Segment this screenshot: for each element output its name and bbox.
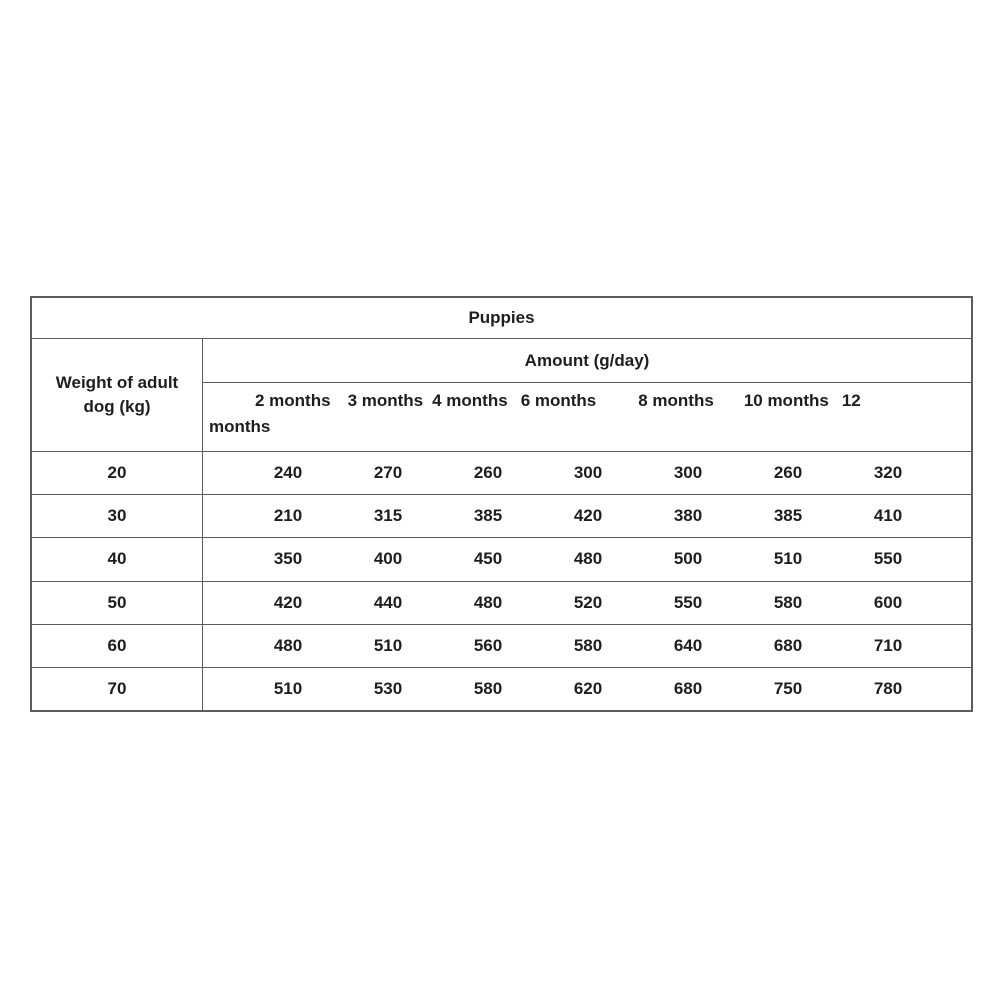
amount-value-cell: 385 [773, 506, 803, 526]
month-label: 10 months [743, 391, 829, 410]
amount-value-cell: 410 [873, 506, 903, 526]
month-label-wrap: months [209, 417, 271, 436]
amount-value-cell: 380 [673, 506, 703, 526]
amount-value-cell: 550 [673, 592, 703, 612]
amount-value-cell: 260 [473, 463, 503, 483]
table-row: 20 240 270 260 300 300 260 320 [32, 451, 971, 495]
amount-value-cell: 520 [573, 592, 603, 612]
values-row: 510 530 580 620 680 750 780 [203, 668, 971, 710]
weight-cell: 70 [32, 667, 203, 711]
weight-header-cell: Weight of adult dog (kg) [32, 339, 203, 451]
amount-value-cell: 270 [373, 463, 403, 483]
amount-value-cell: 300 [573, 463, 603, 483]
weight-cell: 60 [32, 624, 203, 667]
table-title-row: Puppies [32, 298, 971, 339]
table-row: 40 350 400 450 480 500 510 550 [32, 537, 971, 581]
amount-value-cell: 580 [473, 678, 503, 698]
amount-value-cell: 680 [673, 678, 703, 698]
amount-value-cell: 510 [273, 678, 303, 698]
table-row: 70 510 530 580 620 680 750 780 [32, 666, 971, 711]
amount-value-cell: 420 [273, 592, 303, 612]
amount-value-cell: 315 [373, 506, 403, 526]
table-header-block: Weight of adult dog (kg) Amount (g/day) … [32, 339, 971, 451]
amount-value-cell: 420 [573, 506, 603, 526]
amount-value-cell: 560 [473, 635, 503, 655]
amount-value-cell: 780 [873, 678, 903, 698]
amount-value-cell: 600 [873, 592, 903, 612]
amount-value-cell: 480 [573, 549, 603, 569]
amount-value-cell: 510 [773, 549, 803, 569]
amount-value-cell: 440 [373, 592, 403, 612]
amount-value-cell: 260 [773, 463, 803, 483]
weight-cell: 50 [32, 581, 203, 624]
weight-cell: 40 [32, 538, 203, 581]
weight-header-label: Weight of adult dog (kg) [55, 373, 179, 416]
amount-value-cell: 400 [373, 549, 403, 569]
amount-value-cell: 450 [473, 549, 503, 569]
amount-value-cell: 480 [473, 592, 503, 612]
amount-value-cell: 710 [873, 635, 903, 655]
amount-value-cell: 750 [773, 678, 803, 698]
month-label: 8 months [638, 391, 714, 410]
month-label: 3 months [347, 391, 424, 410]
amount-value-cell: 580 [573, 635, 603, 655]
amount-value-cell: 350 [273, 549, 303, 569]
amount-value-cell: 480 [273, 635, 303, 655]
weight-cell: 30 [32, 495, 203, 538]
amount-value-cell: 320 [873, 463, 903, 483]
table-row: 30 210 315 385 420 380 385 410 [32, 494, 971, 538]
table-row: 60 480 510 560 580 640 680 710 [32, 623, 971, 667]
amount-value-cell: 300 [673, 463, 703, 483]
values-row: 480 510 560 580 640 680 710 [203, 625, 971, 667]
month-columns-cell: 2 months 3 months 4 months 6 months 8 months… [203, 383, 971, 451]
table-row: 50 420 440 480 520 550 580 600 [32, 580, 971, 624]
values-row: 210 315 385 420 380 385 410 [203, 495, 971, 537]
weight-cell: 20 [32, 452, 203, 495]
amount-value-cell: 530 [373, 678, 403, 698]
month-label: 2 months [255, 391, 331, 410]
month-label: 6 months [520, 391, 597, 410]
amount-value-cell: 640 [673, 635, 703, 655]
values-row: 420 440 480 520 550 580 600 [203, 582, 971, 624]
values-row: 240 270 260 300 300 260 320 [203, 452, 971, 494]
amount-value-cell: 385 [473, 506, 503, 526]
month-labels-line: 2 months 3 months 4 months 6 months 8 months… [209, 388, 965, 414]
month-label: 12 [841, 391, 861, 410]
month-label: 4 months [432, 391, 508, 410]
amount-value-cell: 580 [773, 592, 803, 612]
values-row: 350 400 450 480 500 510 550 [203, 538, 971, 580]
amount-value-cell: 620 [573, 678, 603, 698]
amount-value-cell: 550 [873, 549, 903, 569]
amount-header-label: Amount (g/day) [524, 350, 650, 370]
table-title: Puppies [468, 308, 535, 327]
amount-value-cell: 680 [773, 635, 803, 655]
amount-value-cell: 500 [673, 549, 703, 569]
amount-value-cell: 510 [373, 635, 403, 655]
puppy-feeding-table: Puppies Weight of adult dog (kg) Amount … [30, 296, 973, 712]
amount-value-cell: 240 [273, 463, 303, 483]
amount-header-cell: Amount (g/day) [203, 339, 971, 383]
amount-header-col: Amount (g/day) 2 months 3 months 4 months 6… [203, 339, 971, 451]
amount-value-cell: 210 [273, 506, 303, 526]
